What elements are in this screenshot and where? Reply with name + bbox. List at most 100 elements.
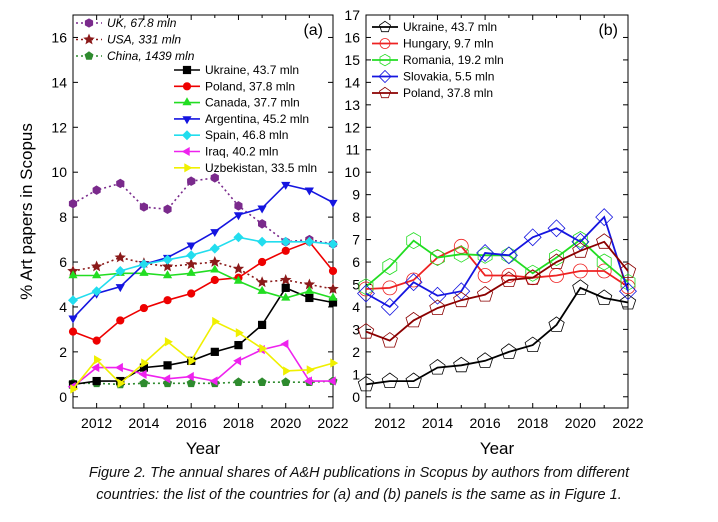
data-point xyxy=(233,232,244,243)
data-point xyxy=(232,262,245,274)
plot-frame xyxy=(365,14,629,409)
data-point xyxy=(525,264,541,282)
legend-label: UK, 67.8 mln xyxy=(107,16,177,30)
data-point xyxy=(235,328,244,338)
data-point xyxy=(549,249,564,267)
data-point xyxy=(91,362,100,373)
legend-label: Spain, 46.8 mln xyxy=(205,128,288,142)
data-point xyxy=(283,366,291,376)
y-tick-label: 16 xyxy=(344,29,360,45)
data-point xyxy=(330,358,339,368)
x-tick-label: 2016 xyxy=(176,415,207,431)
data-point xyxy=(571,232,590,251)
legend-marker xyxy=(83,33,95,45)
series-line xyxy=(365,238,629,288)
data-point xyxy=(477,268,493,283)
data-point xyxy=(257,236,268,247)
data-point xyxy=(380,297,399,316)
panel-a: 2012 2014 2016 2018 2020 2022 0 2 4 6 8 10 12 14 16 Yea… xyxy=(17,14,349,458)
data-point xyxy=(163,361,172,370)
data-point xyxy=(210,264,220,273)
x-tick-label: 2020 xyxy=(565,415,596,431)
data-point xyxy=(524,336,541,353)
data-point xyxy=(280,236,291,247)
series-line xyxy=(72,176,334,245)
data-point xyxy=(548,253,565,269)
legend-label: Romania, 19.2 mln xyxy=(403,53,504,67)
data-point xyxy=(139,267,149,276)
data-point xyxy=(186,250,197,261)
data-point xyxy=(596,253,612,271)
data-point xyxy=(548,316,565,332)
y-tick-label: 9 xyxy=(352,187,360,203)
y-tick-label: 14 xyxy=(51,74,67,90)
data-point xyxy=(233,212,244,221)
data-point xyxy=(210,347,219,356)
panel-label: (a) xyxy=(303,22,323,39)
y-tick-label: 4 xyxy=(59,299,67,315)
figure: 2012 2014 2016 2018 2020 20220246810121416Yea… xyxy=(17,7,644,458)
legend-entry-uk: UK, 67.8 mln xyxy=(76,16,177,30)
y-tick-label: 8 xyxy=(59,209,67,225)
data-point xyxy=(619,293,637,310)
y-tick-label: 10 xyxy=(344,164,360,180)
series-uzbekistan xyxy=(70,316,339,394)
data-point xyxy=(257,320,267,330)
data-point xyxy=(210,275,219,285)
data-point xyxy=(596,233,613,249)
x-tick-label: 2018 xyxy=(223,415,254,431)
data-point xyxy=(327,282,339,294)
data-point xyxy=(358,278,374,296)
data-point xyxy=(357,375,375,392)
legend: Ukraine, 43.7 mln Poland, 37.8 mln Canada,… xyxy=(174,63,317,175)
legend-marker xyxy=(379,53,391,67)
data-point xyxy=(163,204,172,214)
data-point xyxy=(209,243,220,254)
plot-frame xyxy=(72,14,334,409)
data-point xyxy=(139,378,149,388)
data-point xyxy=(327,238,339,250)
panel-b: 2012 2014 2016 2018 2020 20220123456789101112… xyxy=(344,7,643,458)
data-point xyxy=(499,246,518,265)
data-point xyxy=(92,336,101,345)
data-point xyxy=(280,339,289,349)
series-line xyxy=(72,240,334,342)
x-tick-label: 2014 xyxy=(128,415,159,431)
data-point xyxy=(429,299,446,316)
data-point xyxy=(406,272,422,288)
data-point xyxy=(303,376,312,386)
legend-label: USA, 331 mln xyxy=(107,33,181,47)
y-tick-label: 16 xyxy=(51,29,67,45)
y-axis-label: % Art papers in Scopus xyxy=(17,123,36,300)
legend: UK, 67.8 mln USA, 331 mln China, 1439 mln xyxy=(76,16,195,63)
y-tick-label: 4 xyxy=(352,299,360,315)
data-point xyxy=(116,178,125,189)
legend-label: Ukraine, 43.7 mln xyxy=(205,63,299,77)
data-point xyxy=(115,284,125,293)
legend-entry-slovakia: Slovakia, 5.5 mln xyxy=(372,70,494,84)
data-point xyxy=(357,323,375,339)
data-point xyxy=(115,362,123,373)
series-ukraine xyxy=(357,279,637,392)
data-point xyxy=(305,293,314,303)
legend-label: Iraq, 40.2 mln xyxy=(205,145,278,159)
legend-label: Ukraine, 43.7 mln xyxy=(403,20,497,34)
legend-marker xyxy=(181,130,193,141)
data-point xyxy=(328,292,338,301)
data-point xyxy=(234,201,243,211)
data-point xyxy=(405,311,422,328)
legend-entry-spain: Spain, 46.8 mln xyxy=(174,128,288,142)
legend-label: Argentina, 45.2 mln xyxy=(205,112,309,126)
legend-marker xyxy=(182,82,192,91)
legend-marker xyxy=(84,51,94,60)
y-tick-label: 5 xyxy=(352,276,360,292)
y-tick-label: 13 xyxy=(344,97,360,113)
data-point xyxy=(281,377,291,386)
data-point xyxy=(619,282,637,301)
data-point xyxy=(430,249,445,267)
data-point xyxy=(139,303,149,313)
data-point xyxy=(524,269,541,285)
data-point xyxy=(596,289,613,305)
data-point xyxy=(90,260,103,272)
data-point xyxy=(476,352,494,368)
